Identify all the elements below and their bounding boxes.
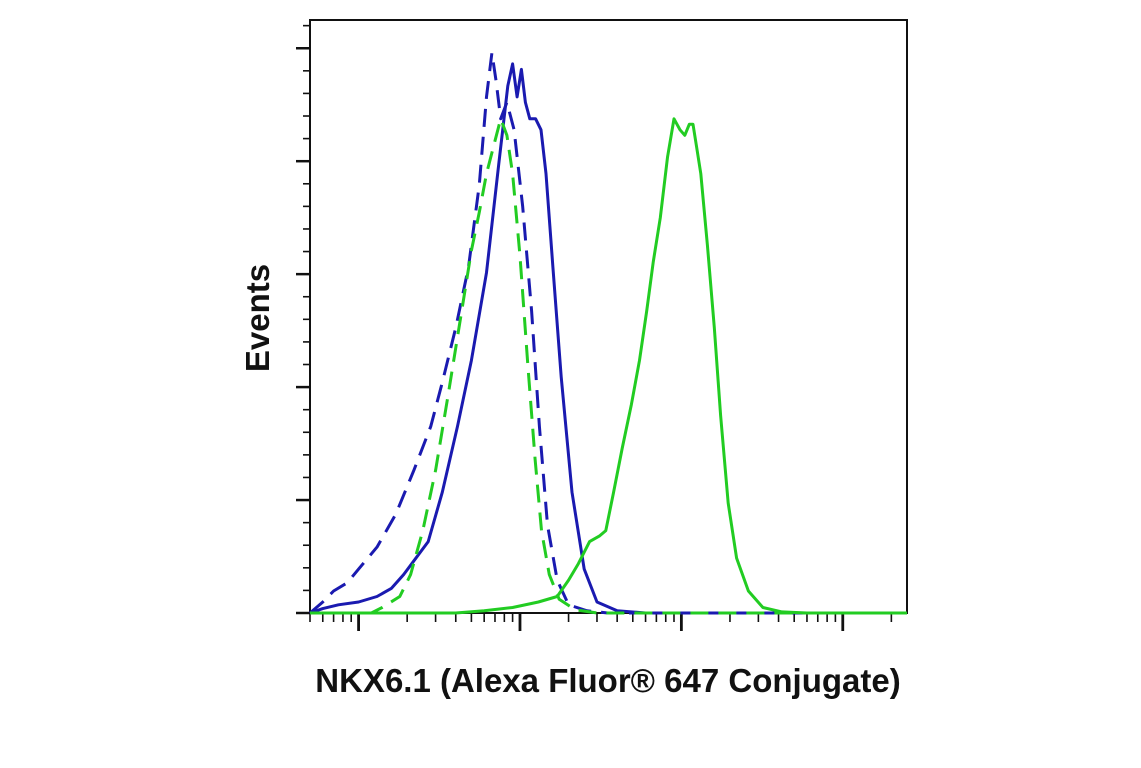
dashed-histogram-series-1 [309,51,907,615]
y-axis-ticks [296,24,310,615]
x-axis-label: NKX6.1 (Alexa Fluor® 647 Conjugate) [315,662,900,699]
dashed-histogram-series-3 [310,117,907,615]
solid-histogram-series-2 [309,62,907,615]
x-axis-ticks [309,613,893,631]
y-axis-label: Events [239,264,276,372]
solid-histogram-series-4 [310,117,907,615]
histogram-curves [309,51,907,615]
